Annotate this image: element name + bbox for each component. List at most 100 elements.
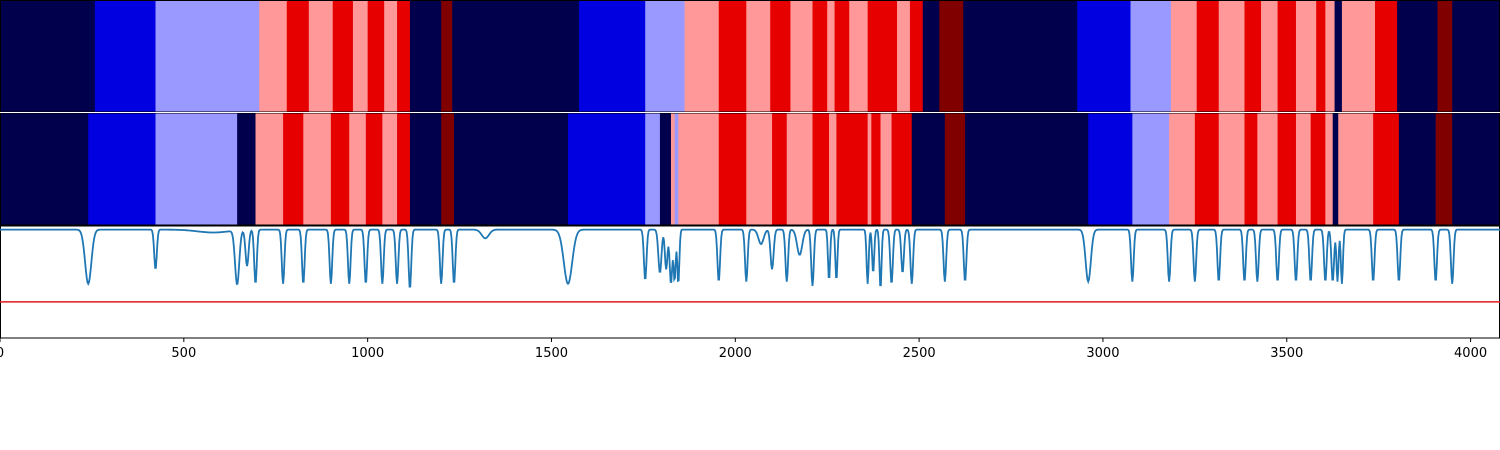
heatmap-segment [746, 113, 773, 225]
heatmap-segment [965, 113, 1089, 225]
heatmap-segment [718, 0, 747, 112]
heatmap-segment [909, 0, 924, 112]
heatmap-segment [867, 113, 872, 225]
heatmap-segment [441, 113, 455, 225]
heatmap-track-2 [0, 113, 1500, 225]
heatmap-segment [1332, 113, 1339, 225]
heatmap-segment [1130, 0, 1172, 112]
heatmap-segment [94, 0, 156, 112]
heatmap-segment [332, 0, 354, 112]
heatmap-segment [867, 0, 898, 112]
heatmap-segment [897, 0, 911, 112]
heatmap-segment [452, 0, 580, 112]
heatmap-segment [1244, 113, 1258, 225]
heatmap-segment [1170, 0, 1198, 112]
heatmap-segment [367, 0, 385, 112]
heatmap-segment [1452, 113, 1500, 225]
heatmap-segment [382, 113, 398, 225]
heatmap-segment [88, 113, 156, 225]
heatmap-segment [1397, 0, 1438, 112]
heatmap-segment [384, 0, 398, 112]
heatmap-segment [922, 0, 940, 112]
heatmap-segment [259, 0, 288, 112]
x-tick-label: 0 [0, 346, 4, 361]
heatmap-segment [579, 0, 646, 112]
heatmap-segment [0, 0, 96, 112]
heatmap-segment [770, 0, 791, 112]
heatmap-segment [891, 113, 913, 225]
heatmap-segment [308, 0, 334, 112]
heatmap-segment [1437, 0, 1453, 112]
heatmap-segment [397, 0, 411, 112]
heatmap-segment [718, 113, 747, 225]
heatmap-segment [670, 113, 676, 225]
heatmap-segment [772, 113, 788, 225]
heatmap-segment [790, 0, 813, 112]
heatmap-segment [0, 113, 89, 225]
heatmap-segment [1295, 113, 1312, 225]
x-tick-label: 2000 [719, 346, 752, 361]
heatmap-segment [645, 113, 661, 225]
heatmap-segment [684, 0, 720, 112]
heatmap-segment [397, 113, 411, 225]
heatmap-segment [365, 113, 383, 225]
heatmap-segment [454, 113, 569, 225]
heatmap-segment [1277, 0, 1297, 112]
heatmap-segment [349, 113, 367, 225]
heatmap-segment [1452, 0, 1500, 112]
heatmap-segment [1325, 0, 1335, 112]
heatmap-segment [1295, 0, 1317, 112]
x-tick-label: 1000 [351, 346, 384, 361]
heatmap-segment [746, 0, 771, 112]
heatmap-track-1 [0, 0, 1500, 112]
heatmap-segment [1257, 113, 1278, 225]
x-tick-label: 1500 [535, 346, 568, 361]
x-axis: 0 500 1000 1500 2000 2500 3000 3500 4000 [0, 338, 1487, 361]
heatmap-segment [409, 0, 442, 112]
heatmap-segment [1132, 113, 1170, 225]
heatmap-segment [1435, 113, 1453, 225]
heatmap-segment [786, 113, 813, 225]
heatmap-segment [880, 113, 892, 225]
x-tick-label: 3500 [1270, 346, 1303, 361]
heatmap-segment [1218, 113, 1245, 225]
heatmap-segment [1244, 0, 1262, 112]
heatmap-segment [674, 113, 679, 225]
heatmap-segment [812, 0, 828, 112]
heatmap-segment [829, 113, 837, 225]
heatmap-segment [963, 0, 1078, 112]
heatmap-segment [659, 113, 672, 225]
x-tick-label: 4000 [1454, 346, 1487, 361]
heatmap-segment [409, 113, 442, 225]
heatmap-segment [1373, 113, 1400, 225]
heatmap-segment [1334, 0, 1343, 112]
heatmap-segment [1169, 113, 1196, 225]
heatmap-segment [871, 113, 881, 225]
heatmap-segment [939, 0, 964, 112]
line-panel-frame [0, 225, 1500, 339]
heatmap-segment [1338, 113, 1374, 225]
heatmap-segment [568, 113, 646, 225]
heatmap-segment [1325, 113, 1334, 225]
heatmap-segment [1088, 113, 1133, 225]
heatmap-segment [1316, 0, 1326, 112]
x-tick-label: 2500 [903, 346, 936, 361]
line-panel [0, 225, 1500, 339]
heatmap-segment [1341, 0, 1376, 112]
heatmap-segment [441, 0, 453, 112]
heatmap-segment [1375, 0, 1398, 112]
heatmap-segment [330, 113, 350, 225]
heatmap-segment [1194, 113, 1220, 225]
heatmap-segment [237, 113, 256, 225]
heatmap-segment [155, 113, 238, 225]
heatmap-segment [1310, 113, 1326, 225]
heatmap-segment [911, 113, 946, 225]
heatmap-segment [944, 113, 966, 225]
heatmap-segment [834, 0, 850, 112]
heatmap-segment [1277, 113, 1297, 225]
heatmap-segment [1196, 0, 1220, 112]
x-tick-label: 3000 [1086, 346, 1119, 361]
heatmap-segment [678, 113, 720, 225]
heatmap-segment [1218, 0, 1245, 112]
